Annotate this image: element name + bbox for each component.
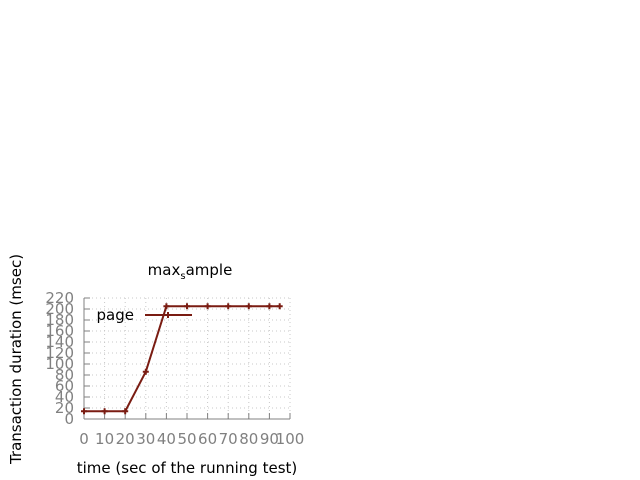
x-tick-label: 80 [239, 430, 258, 448]
x-tick-label: 0 [79, 430, 89, 448]
x-axis-title: time (sec of the running test) [77, 459, 298, 477]
y-tick-label: 180 [45, 311, 74, 329]
data-point [163, 303, 170, 310]
y-tick-label: 220 [45, 289, 74, 307]
x-tick-label: 100 [276, 430, 305, 448]
y-tick-label: 40 [55, 388, 74, 406]
series-lines [81, 303, 283, 415]
y-tick-label: 100 [45, 355, 74, 373]
legend: page [97, 306, 192, 324]
y-tick-label: 60 [55, 377, 74, 395]
y-tick-label: 0 [64, 410, 74, 428]
y-tick-label: 200 [45, 300, 74, 318]
y-tick-label: 80 [55, 366, 74, 384]
y-axis-title: Transaction duration (msec) [7, 254, 25, 465]
data-point [204, 303, 211, 310]
axes [83, 297, 291, 420]
y-tick-label: 20 [55, 399, 74, 417]
data-point [122, 408, 129, 415]
grid [84, 297, 291, 419]
x-tick-label: 60 [198, 430, 217, 448]
data-point [266, 303, 273, 310]
data-point [142, 368, 149, 375]
data-point [101, 408, 108, 415]
x-tick-label: 90 [260, 430, 279, 448]
data-point [225, 303, 232, 310]
x-tick-label: 50 [177, 430, 196, 448]
data-point [245, 303, 252, 310]
x-tick-label: 70 [219, 430, 238, 448]
y-tick-label: 120 [45, 344, 74, 362]
data-point [184, 303, 190, 310]
y-tick-label: 160 [45, 322, 74, 340]
data-point [81, 408, 87, 415]
legend-marker [165, 312, 171, 318]
legend-label: page [97, 306, 134, 324]
chart-title: maxsample [148, 261, 233, 282]
y-tick-label: 140 [45, 333, 74, 351]
data-point [276, 303, 283, 310]
x-tick-label: 30 [136, 430, 155, 448]
x-tick-label: 20 [116, 430, 135, 448]
x-tick-label: 40 [157, 430, 176, 448]
x-tick-label: 10 [95, 430, 114, 448]
